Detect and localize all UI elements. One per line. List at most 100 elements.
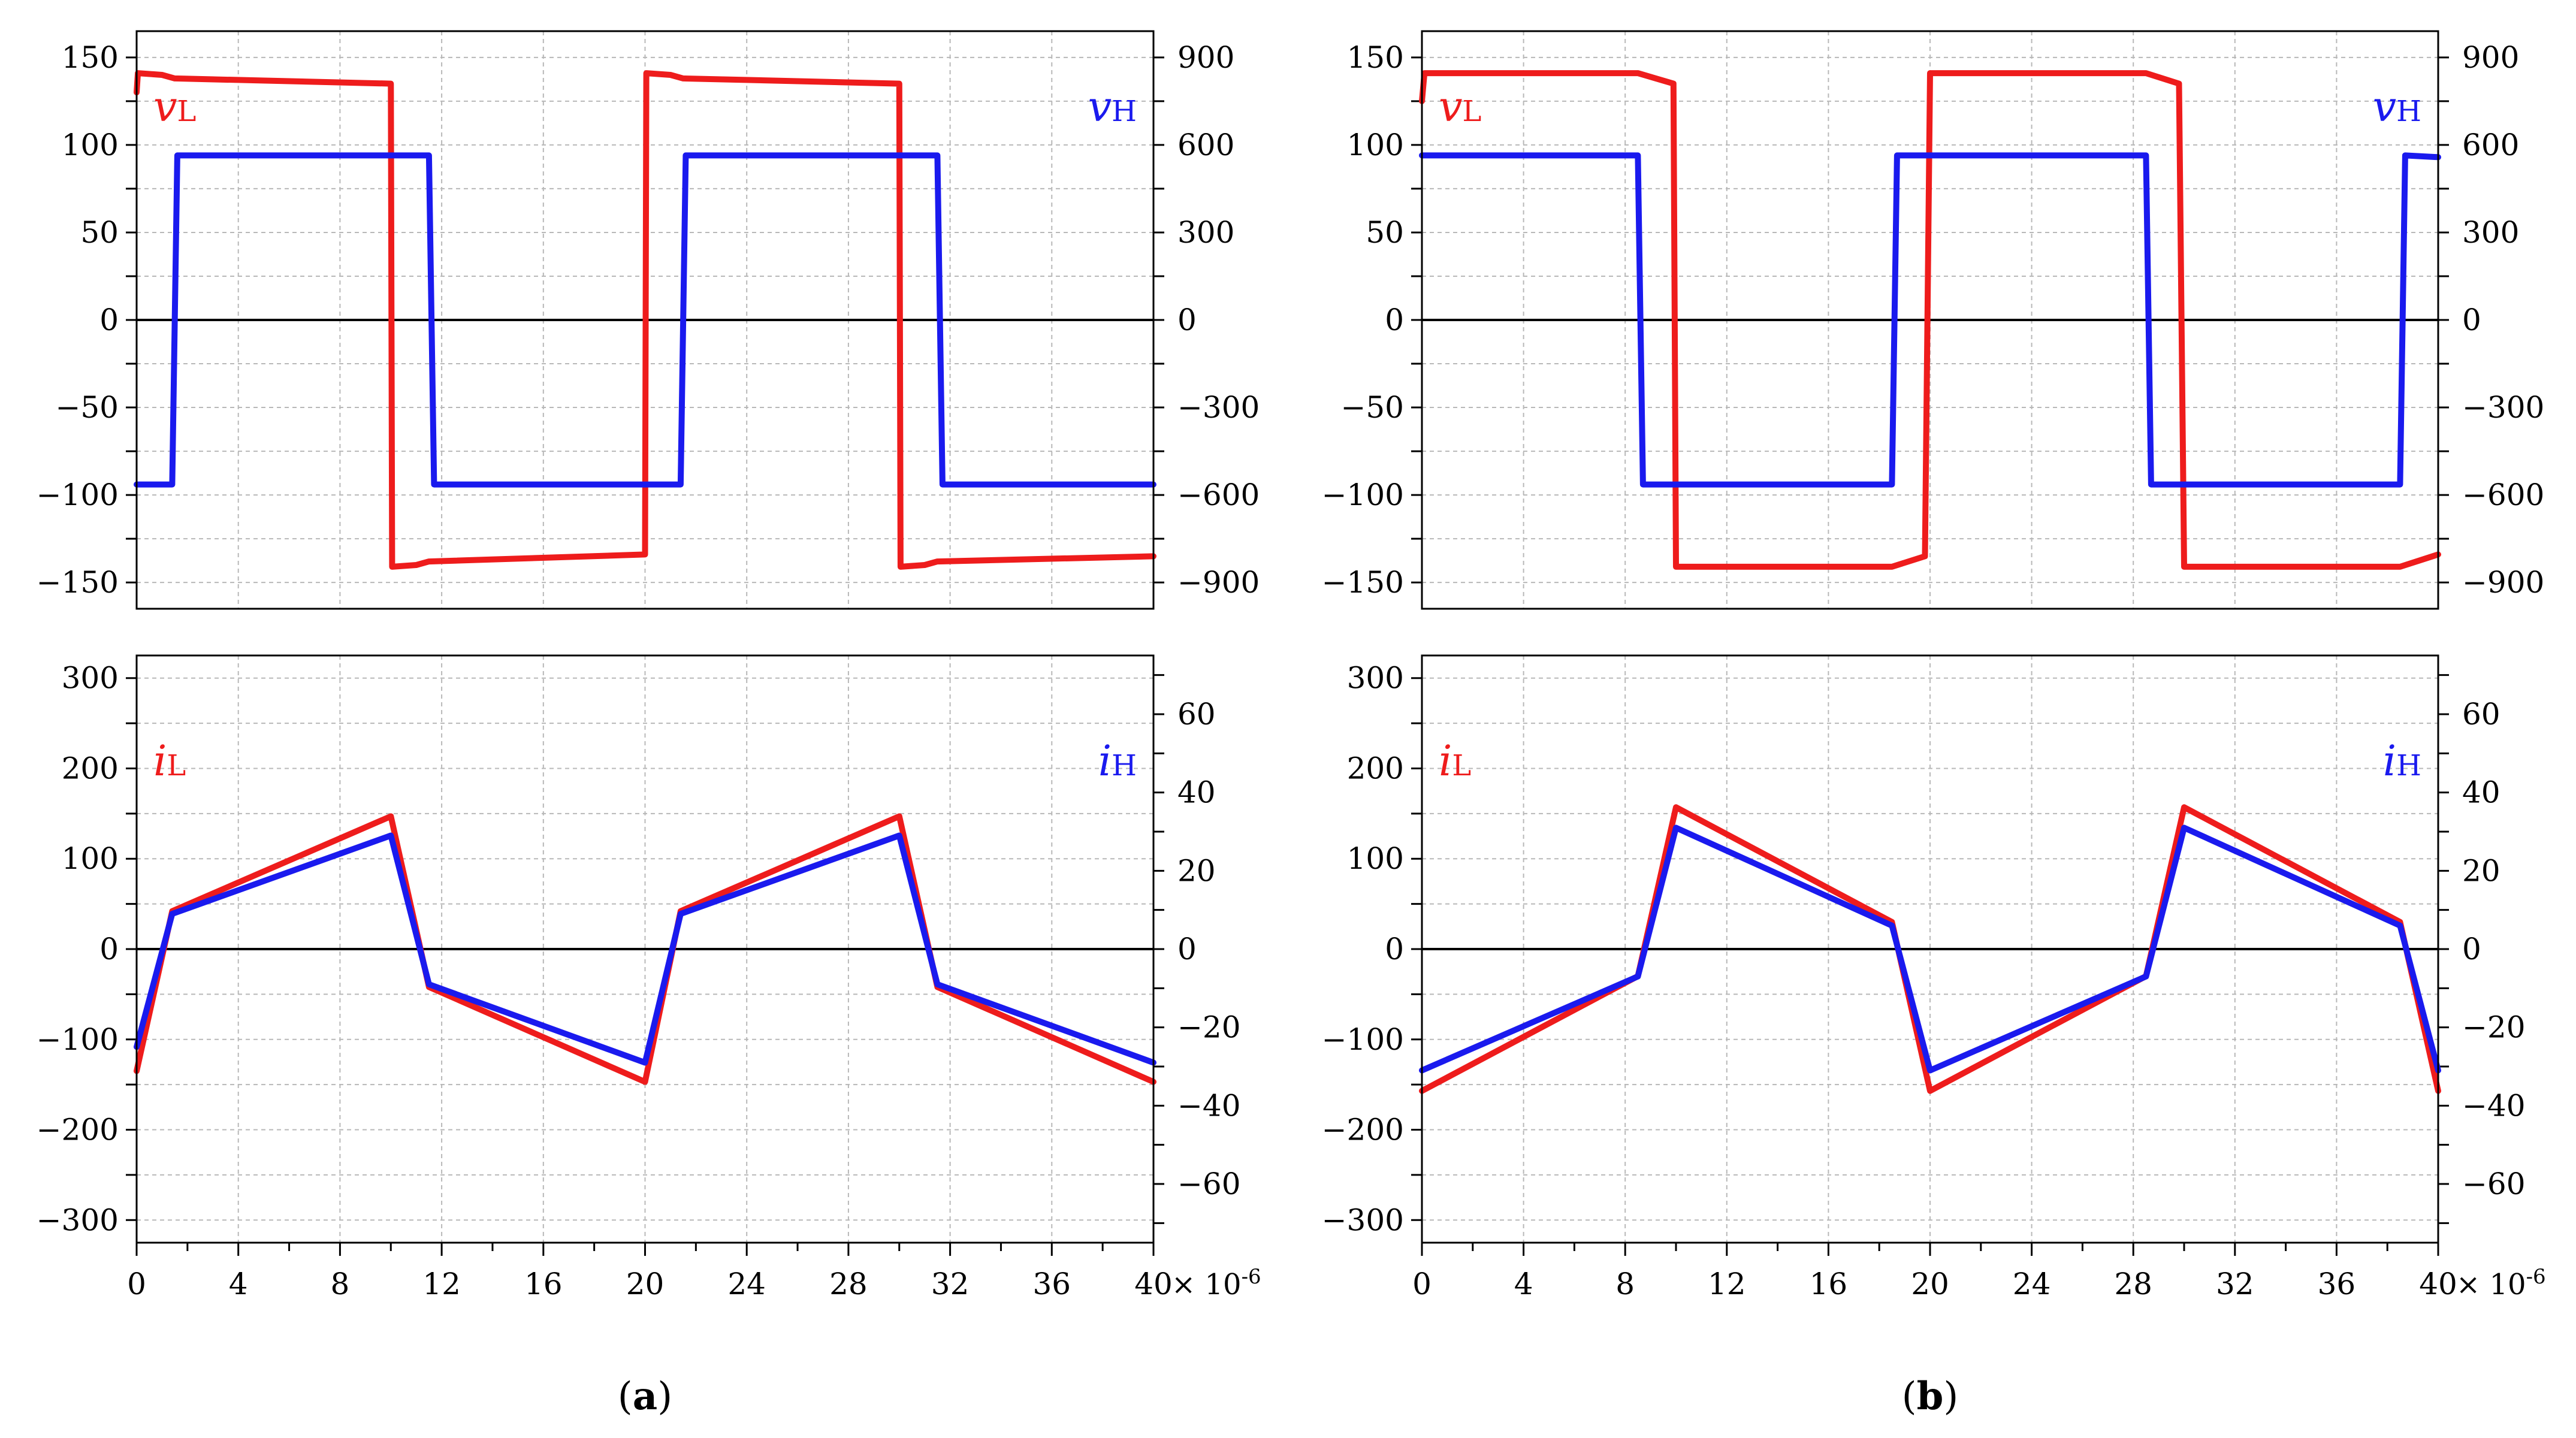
panel-caption-letter: b xyxy=(1917,1374,1944,1419)
right-tick-label: 900 xyxy=(1177,40,1234,75)
left-tick-label: 150 xyxy=(62,40,119,75)
series-label-subscript: L xyxy=(177,95,197,128)
series-label-left: iL xyxy=(1439,736,1471,786)
series-label-left: vL xyxy=(1439,82,1481,131)
x-tick-label: 4 xyxy=(1514,1267,1533,1301)
right-tick-label: 600 xyxy=(2462,128,2519,162)
plot-frame xyxy=(135,654,1155,1244)
right-tick-label: 0 xyxy=(1177,932,1197,966)
left-tick-label: 200 xyxy=(62,751,119,786)
right-tick-label: −40 xyxy=(1177,1088,1241,1123)
right-tick-label: 0 xyxy=(2462,932,2481,966)
right-tick-label: 20 xyxy=(1177,853,1216,888)
x-tick-label: 16 xyxy=(524,1267,563,1301)
x-unit-label: × 10-6 xyxy=(2456,1265,2546,1301)
right-tick-label: 40 xyxy=(1177,775,1216,810)
x-tick-label: 24 xyxy=(2013,1267,2051,1301)
panel-caption-b: (b) xyxy=(1902,1374,1959,1419)
x-tick-label: 28 xyxy=(2114,1267,2152,1301)
x-unit-label: × 10-6 xyxy=(1171,1265,1261,1301)
x-unit-exponent: -6 xyxy=(2526,1265,2546,1289)
x-tick-label: 0 xyxy=(127,1267,146,1301)
series-line-iH xyxy=(134,832,1156,1066)
left-tick-label: 50 xyxy=(1366,215,1404,250)
right-tick-label: −600 xyxy=(2462,478,2544,512)
left-tick-label: 0 xyxy=(1385,303,1404,337)
right-tick-label: 0 xyxy=(1177,303,1197,337)
left-tick-label: 100 xyxy=(1347,841,1404,876)
left-tick-label: 200 xyxy=(1347,751,1404,786)
right-tick-label: 300 xyxy=(2462,215,2519,250)
series-label-right: vH xyxy=(1088,82,1137,131)
left-tick-label: −200 xyxy=(37,1113,119,1147)
x-tick-label: 24 xyxy=(727,1267,766,1301)
panel-caption-a: (a) xyxy=(618,1374,672,1419)
series-line-vL xyxy=(1419,70,2441,570)
left-tick-label: −100 xyxy=(37,1022,119,1057)
left-tick-label: −150 xyxy=(1322,565,1404,600)
left-tick-label: 300 xyxy=(1347,661,1404,696)
right-tick-label: 60 xyxy=(1177,697,1216,732)
x-tick-label: 20 xyxy=(626,1267,665,1301)
left-tick-label: 150 xyxy=(1347,40,1404,75)
chart-a-top: −150 −100 −50 0 50 100 150 −900 −600 −300 0 300 600 9… xyxy=(37,30,1260,610)
right-tick-label: 40 xyxy=(2462,775,2500,810)
left-tick-label: −300 xyxy=(1322,1203,1404,1237)
series-label-right: vH xyxy=(2373,82,2421,131)
right-tick-label: −600 xyxy=(1177,478,1260,512)
series-label-subscript: H xyxy=(2396,749,2421,783)
series-label-subscript: H xyxy=(2396,95,2421,128)
left-tick-label: −300 xyxy=(37,1203,119,1237)
right-tick-label: −20 xyxy=(1177,1010,1241,1045)
right-tick-label: −20 xyxy=(2462,1010,2526,1045)
right-tick-label: 300 xyxy=(1177,215,1234,250)
series-line-iH xyxy=(1419,824,2441,1074)
x-tick-label: 4 xyxy=(229,1267,248,1301)
series-label-subscript: L xyxy=(1463,95,1482,128)
x-tick-label: 28 xyxy=(829,1267,868,1301)
left-tick-label: 50 xyxy=(80,215,119,250)
left-tick-label: −100 xyxy=(37,478,119,512)
panel-caption-letter: a xyxy=(633,1374,657,1419)
left-tick-label: 300 xyxy=(62,661,119,696)
right-tick-label: −900 xyxy=(1177,565,1260,600)
right-tick-label: −60 xyxy=(1177,1167,1241,1201)
left-tick-label: 100 xyxy=(62,128,119,162)
x-tick-label: 32 xyxy=(931,1267,970,1301)
x-tick-label: 36 xyxy=(1032,1267,1071,1301)
left-tick-label: −50 xyxy=(1340,390,1404,425)
left-tick-label: −100 xyxy=(1322,1022,1404,1057)
right-tick-label: −900 xyxy=(2462,565,2544,600)
x-unit-exponent: -6 xyxy=(1242,1265,1261,1289)
right-tick-label: −40 xyxy=(2462,1088,2526,1123)
series-label-right: iH xyxy=(1098,736,1137,786)
right-tick-label: −60 xyxy=(2462,1167,2526,1201)
right-tick-label: 600 xyxy=(1177,128,1234,162)
left-tick-label: −200 xyxy=(1322,1113,1404,1147)
x-tick-label: 8 xyxy=(1615,1267,1635,1301)
plot-frame xyxy=(135,30,1155,610)
x-tick-label: 40 xyxy=(1134,1267,1173,1301)
x-tick-label: 32 xyxy=(2216,1267,2254,1301)
right-tick-label: 0 xyxy=(2462,303,2481,337)
series-label-subscript: L xyxy=(167,749,186,783)
plot-frame xyxy=(1421,30,2439,610)
x-tick-label: 12 xyxy=(422,1267,461,1301)
left-tick-label: −150 xyxy=(37,565,119,600)
series-label-subscript: L xyxy=(1452,749,1471,783)
right-tick-label: −300 xyxy=(1177,390,1260,425)
left-tick-label: −50 xyxy=(55,390,119,425)
left-tick-label: 0 xyxy=(1385,932,1404,966)
series-label-left: iL xyxy=(153,736,186,786)
series-line-vH xyxy=(134,152,1156,488)
left-tick-label: 100 xyxy=(62,841,119,876)
left-tick-label: 100 xyxy=(1347,128,1404,162)
x-tick-label: 16 xyxy=(1810,1267,1848,1301)
right-tick-label: 60 xyxy=(2462,697,2500,732)
x-tick-label: 12 xyxy=(1708,1267,1746,1301)
right-tick-label: 900 xyxy=(2462,40,2519,75)
right-tick-label: 20 xyxy=(2462,853,2500,888)
